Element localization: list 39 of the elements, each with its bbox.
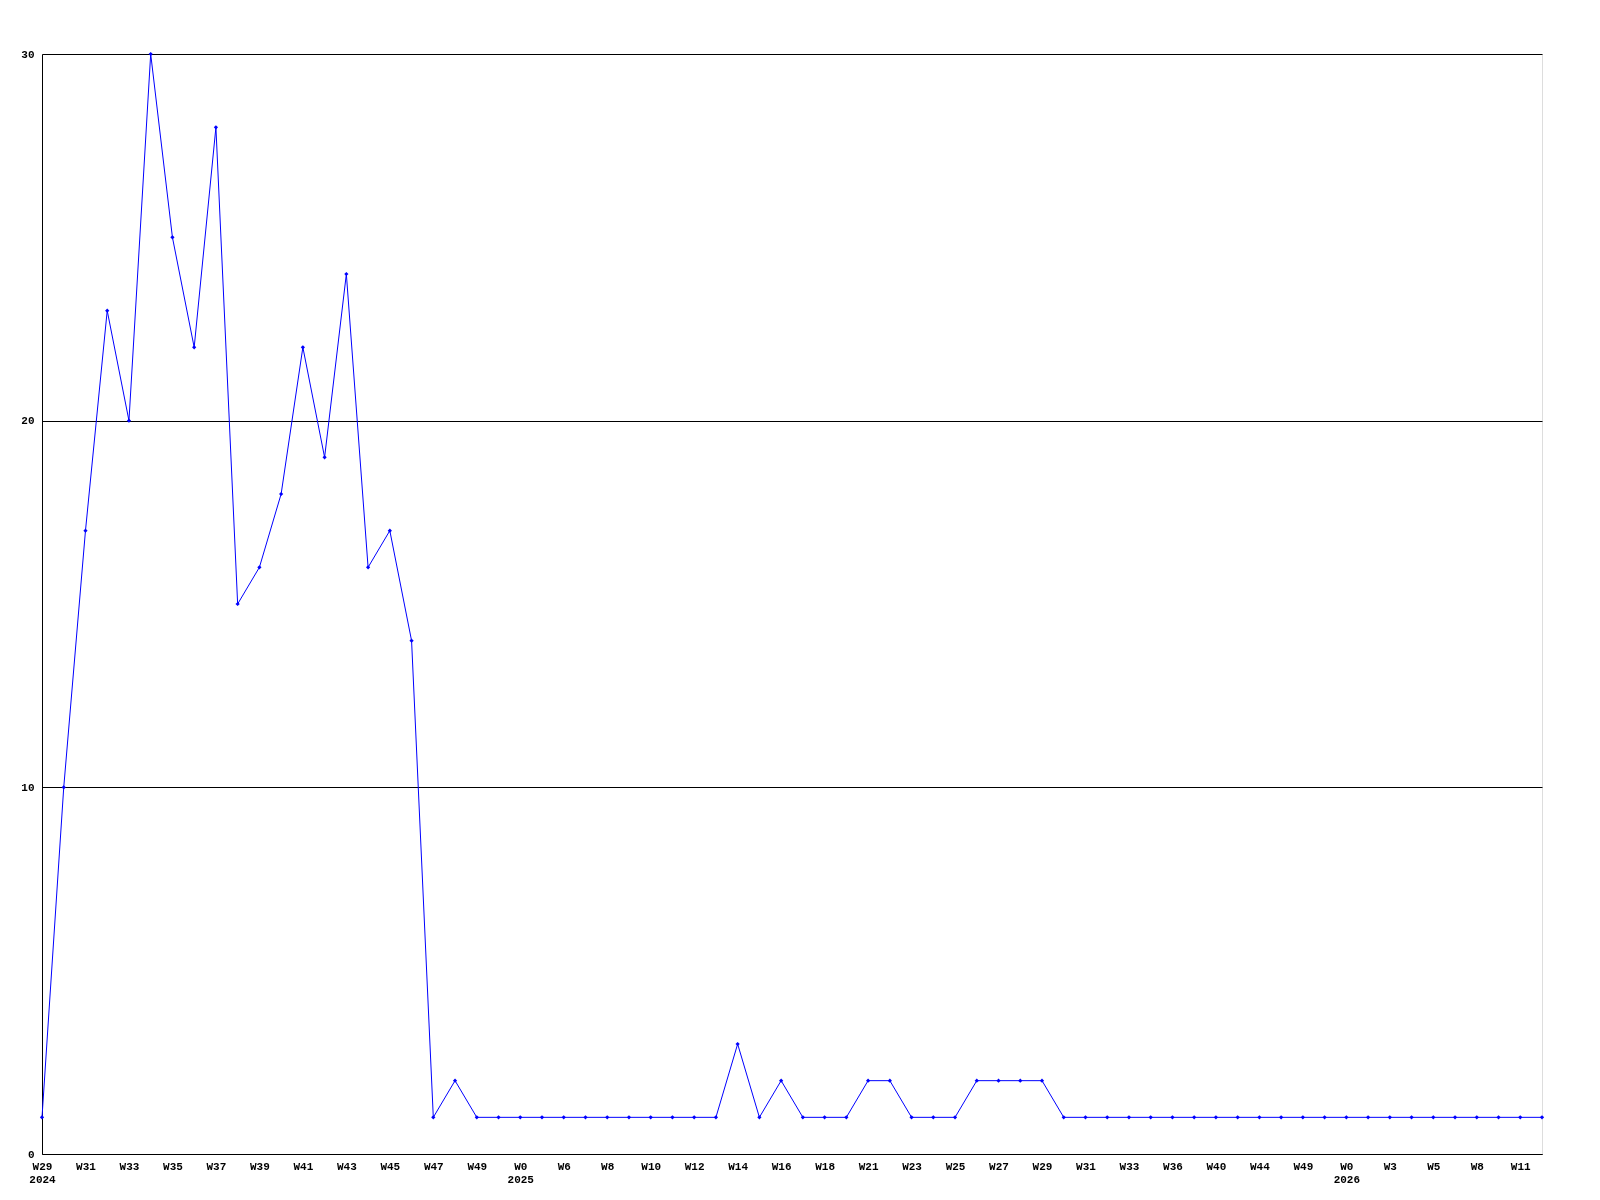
x-tick-label: W10 [641,1160,662,1173]
x-tick-label: W49 [467,1160,488,1173]
x-tick-label: W5 [1427,1160,1441,1173]
x-tick-label: W33 [1119,1160,1140,1173]
y-tick-label: 20 [21,415,35,428]
x-tick-label: W36 [1163,1160,1183,1173]
x-tick-label: W14 [728,1160,749,1173]
y-tick-label: 30 [21,48,35,61]
x-tick-label: W43 [336,1160,358,1173]
x-tick-label: W23 [902,1160,923,1173]
x-tick-label: W44 [1249,1160,1271,1173]
x-tick-label: W6 [557,1160,571,1173]
x-tick-label: W27 [989,1160,1009,1173]
x-tick-label: W0 2026 [1333,1160,1361,1186]
x-tick-label: W47 [423,1160,444,1173]
x-tick-label: W41 [293,1160,314,1173]
x-tick-label: W37 [206,1160,227,1173]
x-tick-label: W18 [815,1160,836,1173]
x-tick-label: W0 2025 [507,1160,535,1186]
x-tick-label: W31 [1076,1160,1097,1173]
x-tick-label: W25 [945,1160,966,1173]
x-tick-label: W11 [1510,1160,1532,1173]
x-tick-label: W35 [163,1160,184,1173]
y-tick-label: 10 [21,781,35,794]
x-tick-label: W3 [1383,1160,1398,1173]
x-tick-label: W49 [1293,1160,1314,1173]
x-tick-label: W29 2024 [29,1160,57,1186]
x-tick-label: W40 [1206,1160,1227,1173]
x-tick-label: W16 [771,1160,792,1173]
x-tick-label: W8 [1470,1160,1485,1173]
x-tick-label: W21 [858,1160,879,1173]
x-tick-label: W33 [119,1160,140,1173]
x-tick-label: W39 [249,1160,270,1173]
x-tick-label: W45 [380,1160,401,1173]
y-tick-label: 0 [27,1148,35,1161]
x-tick-label: W12 [684,1160,705,1173]
x-tick-label: W31 [76,1160,97,1173]
x-tick-label: W29 [1032,1160,1053,1173]
x-tick-label: W8 [601,1160,615,1173]
